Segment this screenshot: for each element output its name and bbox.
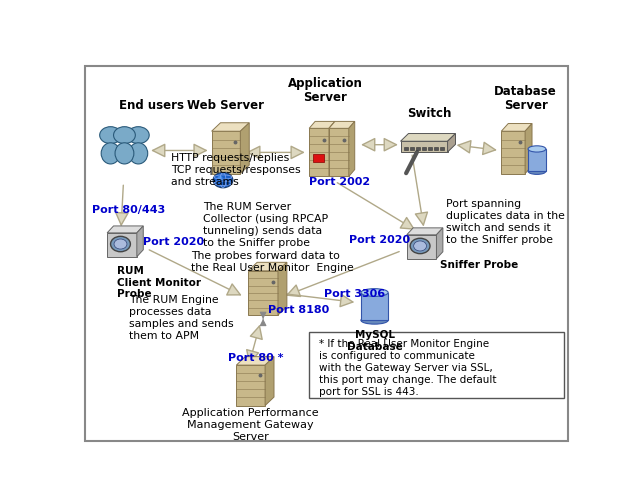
FancyBboxPatch shape <box>85 66 567 441</box>
Text: Port 80/443: Port 80/443 <box>92 205 166 215</box>
Polygon shape <box>248 262 287 271</box>
Text: Port 2020: Port 2020 <box>349 235 410 245</box>
FancyBboxPatch shape <box>410 146 415 150</box>
Text: RUM
Client Monitor
Probe: RUM Client Monitor Probe <box>117 266 201 299</box>
Text: Port 8180: Port 8180 <box>268 305 329 315</box>
FancyBboxPatch shape <box>401 141 447 152</box>
Text: Port 80 *: Port 80 * <box>229 354 284 364</box>
Polygon shape <box>107 226 143 233</box>
Circle shape <box>413 241 427 251</box>
FancyBboxPatch shape <box>248 271 278 315</box>
FancyBboxPatch shape <box>313 154 324 162</box>
FancyBboxPatch shape <box>361 292 388 320</box>
Text: HTTP requests/replies
TCP requests/responses
and streams: HTTP requests/replies TCP requests/respo… <box>171 153 301 187</box>
Text: The probes forward data to
the Real User Monitor  Engine: The probes forward data to the Real User… <box>191 250 354 272</box>
Text: Application
Server: Application Server <box>288 78 362 104</box>
Circle shape <box>100 126 121 144</box>
Polygon shape <box>309 122 335 128</box>
Polygon shape <box>329 122 355 128</box>
Text: The RUM Server
Collector (using RPCAP
tunneling) sends data
to the Sniffer probe: The RUM Server Collector (using RPCAP tu… <box>203 202 328 248</box>
FancyBboxPatch shape <box>407 235 436 258</box>
Ellipse shape <box>101 143 120 164</box>
Text: Port 2020: Port 2020 <box>143 236 204 246</box>
Circle shape <box>127 126 150 144</box>
Text: Port 2002: Port 2002 <box>309 177 370 187</box>
Ellipse shape <box>528 168 546 174</box>
FancyBboxPatch shape <box>435 146 438 150</box>
Ellipse shape <box>361 316 388 324</box>
FancyBboxPatch shape <box>417 146 420 150</box>
Circle shape <box>410 238 430 254</box>
Polygon shape <box>401 134 456 141</box>
Polygon shape <box>329 122 335 176</box>
Polygon shape <box>240 123 249 174</box>
Polygon shape <box>407 228 443 235</box>
Polygon shape <box>236 356 274 365</box>
Polygon shape <box>137 226 143 256</box>
Text: Database
Server: Database Server <box>494 85 557 112</box>
Text: Sniffer Probe: Sniffer Probe <box>440 260 519 270</box>
Ellipse shape <box>129 143 148 164</box>
Text: Port 3306: Port 3306 <box>323 288 385 298</box>
Text: * If the Real User Monitor Engine
is configured to communicate
with the Gateway : * If the Real User Monitor Engine is con… <box>319 339 496 397</box>
Circle shape <box>114 239 127 249</box>
Text: End users: End users <box>119 99 185 112</box>
FancyBboxPatch shape <box>440 146 444 150</box>
Text: Application Performance
Management Gateway
Server: Application Performance Management Gatew… <box>182 408 319 442</box>
Text: Port spanning
duplicates data in the
switch and sends it
to the Sniffer probe: Port spanning duplicates data in the swi… <box>446 198 566 244</box>
FancyBboxPatch shape <box>404 146 408 150</box>
Text: Switch: Switch <box>407 108 451 120</box>
FancyBboxPatch shape <box>329 128 349 176</box>
FancyBboxPatch shape <box>236 365 265 406</box>
FancyBboxPatch shape <box>428 146 432 150</box>
Circle shape <box>217 176 222 180</box>
Ellipse shape <box>361 288 388 296</box>
FancyBboxPatch shape <box>528 149 546 172</box>
FancyBboxPatch shape <box>309 332 564 398</box>
Polygon shape <box>349 122 355 176</box>
Circle shape <box>111 236 130 252</box>
Polygon shape <box>265 356 274 406</box>
Ellipse shape <box>115 143 134 164</box>
FancyBboxPatch shape <box>212 131 240 174</box>
FancyBboxPatch shape <box>422 146 426 150</box>
Text: Web Server: Web Server <box>187 99 265 112</box>
FancyBboxPatch shape <box>107 233 137 256</box>
Polygon shape <box>502 124 532 131</box>
Polygon shape <box>212 123 249 131</box>
FancyBboxPatch shape <box>502 131 525 174</box>
Polygon shape <box>447 134 456 152</box>
Circle shape <box>213 172 233 188</box>
Ellipse shape <box>528 146 546 152</box>
Polygon shape <box>278 262 287 315</box>
FancyBboxPatch shape <box>309 128 329 176</box>
Circle shape <box>114 126 135 144</box>
Text: MySQL
Database: MySQL Database <box>347 330 403 352</box>
Polygon shape <box>525 124 532 174</box>
Polygon shape <box>436 228 443 258</box>
Text: The RUM Engine
processes data
samples and sends
them to APM: The RUM Engine processes data samples an… <box>129 295 234 341</box>
